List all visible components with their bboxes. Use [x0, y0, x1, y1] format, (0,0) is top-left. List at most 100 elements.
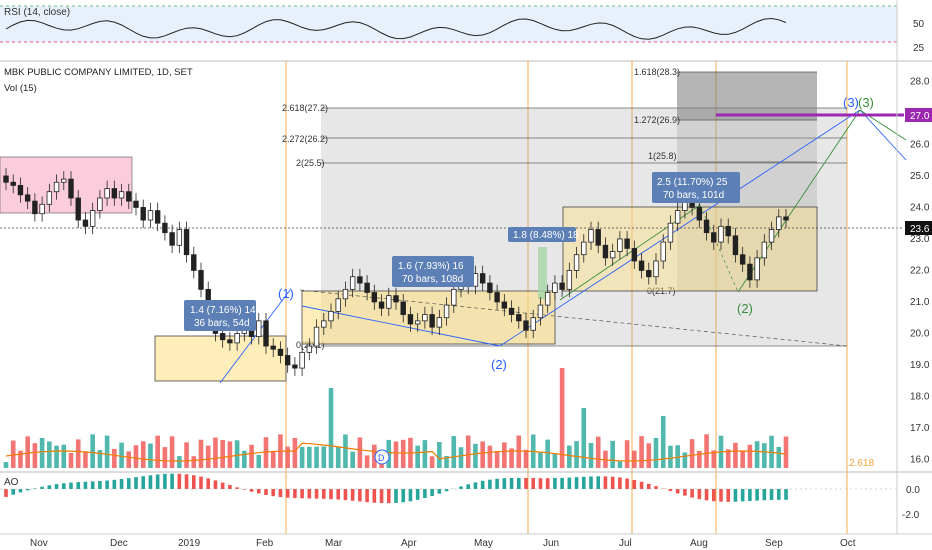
- ao-bar: [184, 474, 189, 489]
- candle-body: [768, 229, 775, 243]
- candle-body: [602, 244, 609, 259]
- ao-bar: [675, 489, 680, 494]
- volume-bar: [227, 441, 233, 468]
- volume-bar: [213, 437, 218, 468]
- ao-bar: [459, 486, 463, 489]
- ao-bar: [264, 489, 268, 495]
- ao-bar: [285, 489, 290, 498]
- dividend-marker[interactable]: [374, 449, 390, 465]
- ao-bar: [423, 489, 427, 499]
- volume-bar: [538, 451, 543, 468]
- volume-bar: [328, 388, 334, 468]
- fib-label-1618: 1.618(28.3): [634, 67, 680, 77]
- price-tick: 25.0: [910, 171, 930, 182]
- candle-body: [638, 260, 645, 271]
- rsi-label: RSI (14, close): [4, 7, 70, 18]
- candle-body: [653, 260, 659, 278]
- x-label-jul: Jul: [619, 538, 632, 549]
- volume-bar: [776, 446, 782, 468]
- volume-bar: [307, 446, 312, 468]
- ao-bar: [509, 477, 514, 489]
- callout-3[interactable]: 1.8 (8.48%) 18: [508, 227, 579, 242]
- callout-3-line1: 1.8 (8.48%) 18: [513, 230, 579, 241]
- volume-bar: [205, 445, 211, 468]
- ao-bar: [610, 476, 615, 489]
- ao-bar: [502, 478, 507, 489]
- volume-bar: [581, 408, 587, 468]
- volume-bar: [458, 447, 464, 468]
- ao-bar: [531, 478, 536, 489]
- volume-bar: [559, 368, 565, 468]
- candle-body: [732, 235, 739, 256]
- volume-bar: [733, 442, 738, 468]
- volume-bar: [473, 443, 478, 468]
- callout-1-line2: 36 bars, 54d: [194, 318, 250, 329]
- volume-bar: [682, 452, 688, 468]
- fib-label-1: 1(25.8): [648, 151, 677, 161]
- volume-bar: [393, 441, 399, 468]
- candle-body: [443, 304, 450, 319]
- volume-bar: [39, 438, 45, 468]
- volume-bar: [740, 451, 745, 468]
- volume-bar: [689, 439, 695, 468]
- volume-bar: [335, 446, 341, 468]
- volume-bar: [169, 436, 175, 468]
- volume-bar: [177, 456, 182, 468]
- volume-bar: [343, 434, 348, 468]
- callout-2[interactable]: 1.6 (7.93%) 16 70 bars, 108d: [392, 256, 474, 287]
- x-label-feb: Feb: [256, 538, 274, 549]
- ao-bar: [191, 475, 196, 489]
- callout-2-line1: 1.6 (7.93%) 16: [398, 261, 464, 272]
- ao-bar: [784, 489, 788, 500]
- candle-body: [270, 345, 276, 350]
- ao-bar: [711, 489, 716, 502]
- volume-bar: [422, 440, 428, 468]
- ao-bar: [25, 489, 30, 491]
- ao-bar: [683, 489, 687, 496]
- callout-1[interactable]: 1.4 (7.16%) 14 36 bars, 54d: [184, 300, 256, 331]
- wave-3-label-green: (3): [858, 95, 874, 110]
- ao-bar: [307, 489, 312, 499]
- ao-bar: [148, 475, 153, 489]
- candle-body: [523, 320, 529, 331]
- measure-bar: [538, 247, 547, 299]
- ao-bar: [495, 478, 499, 489]
- ao-bar: [560, 477, 564, 489]
- wave-3-label-blue: (3): [843, 95, 859, 110]
- rsi-pane: RSI (14, close) 50 25: [0, 5, 932, 62]
- volume-bar: [668, 445, 673, 468]
- candle-body: [68, 178, 74, 199]
- callout-4[interactable]: 2.5 (11.70%) 25 70 bars, 101d: [652, 172, 740, 203]
- ao-bar: [4, 489, 8, 497]
- range-box-2[interactable]: [301, 290, 556, 345]
- ao-bar: [336, 489, 341, 500]
- volume-bar: [465, 435, 471, 468]
- ao-bar: [249, 489, 254, 492]
- ao-histogram: [4, 473, 788, 504]
- ao-bar: [350, 489, 355, 501]
- ao-bar: [574, 477, 579, 489]
- candle-body: [357, 276, 363, 284]
- price-tick: 21.0: [910, 297, 930, 308]
- candle-body: [61, 178, 67, 183]
- volume-bar: [747, 444, 753, 468]
- ao-bar: [466, 484, 471, 489]
- volume-bar: [61, 444, 67, 468]
- candle-body: [414, 320, 421, 325]
- ao-bar: [329, 489, 333, 500]
- volume-bar: [75, 439, 81, 468]
- candle-body: [349, 276, 356, 290]
- fib-time-label: 2.618: [849, 458, 874, 469]
- candle-body: [191, 254, 197, 271]
- volume-bar: [83, 451, 88, 468]
- volume-bar: [487, 445, 493, 468]
- volume-bar: [516, 435, 522, 468]
- volume-bar: [632, 450, 637, 468]
- candle-body: [537, 304, 544, 319]
- ao-bar: [105, 480, 109, 489]
- ao-bar: [228, 484, 232, 489]
- volume-bar: [184, 442, 189, 468]
- ao-bar: [314, 489, 319, 499]
- candle-body: [118, 191, 125, 199]
